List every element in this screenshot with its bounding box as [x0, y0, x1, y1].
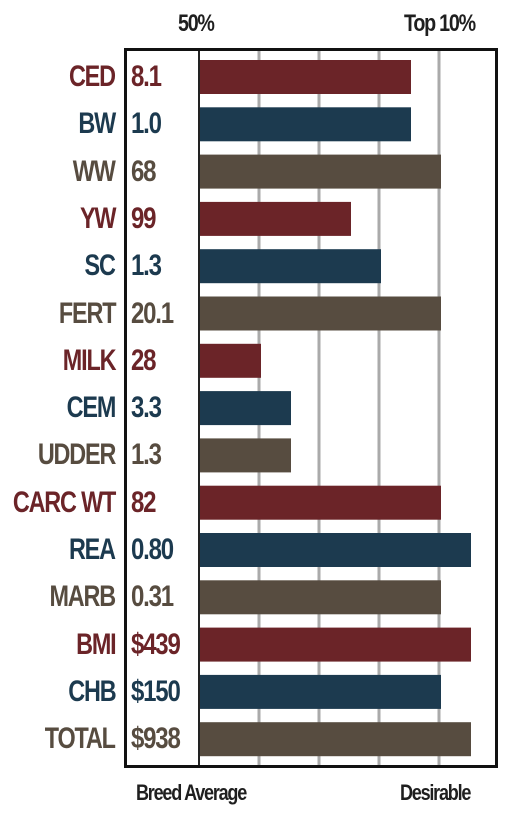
value-label: $150 [131, 674, 181, 708]
bar-total [200, 722, 471, 757]
axis-bottom-left-label: Breed Average [136, 780, 247, 805]
value-label: 99 [131, 201, 157, 235]
bar-milk [200, 343, 261, 378]
category-label: MILK [62, 343, 116, 377]
bar-chb [200, 674, 441, 709]
value-label: 1.3 [131, 438, 162, 472]
category-label: REA [69, 533, 116, 566]
chart-frame [124, 48, 498, 768]
value-label: 0.80 [131, 533, 174, 566]
value-label: 68 [131, 154, 157, 188]
bar-marb [200, 580, 441, 615]
category-label: BMI [75, 627, 117, 661]
axis-top-left-label: 50% [178, 10, 215, 37]
value-label: 0.31 [131, 580, 174, 614]
category-label: TOTAL [45, 722, 116, 756]
category-label: WW [73, 154, 116, 188]
bar-sc [200, 249, 381, 284]
bar-bmi [200, 627, 471, 662]
category-label: FERT [58, 296, 117, 330]
bar-rea [200, 533, 471, 567]
axis-bottom-right-label: Desirable [400, 780, 471, 805]
value-label: 8.1 [131, 60, 162, 93]
axis-top-right-label: Top 10% [404, 10, 476, 37]
bar-carc-wt [200, 485, 441, 520]
bar-yw [200, 201, 351, 236]
bar-udder [200, 438, 291, 473]
bar-bw [200, 107, 411, 142]
value-label: $938 [131, 722, 181, 756]
value-label: 3.3 [131, 391, 162, 425]
category-label: UDDER [37, 438, 117, 472]
category-label: CEM [66, 391, 117, 425]
value-label: 20.1 [131, 296, 174, 330]
bar-fert [200, 296, 441, 331]
category-label: CHB [67, 674, 116, 708]
bar-cem [200, 391, 291, 426]
category-label: CED [69, 60, 116, 93]
category-label: SC [84, 249, 116, 283]
value-label: 82 [131, 485, 157, 519]
category-label: CARC WT [12, 485, 116, 519]
category-label: YW [79, 201, 117, 235]
category-label: BW [78, 107, 116, 141]
bar-ced [200, 60, 411, 94]
value-label: 1.3 [131, 249, 162, 283]
value-label: 1.0 [131, 107, 162, 141]
value-label: $439 [131, 627, 181, 661]
bar-ww [200, 154, 441, 189]
category-label: MARB [49, 580, 116, 614]
value-label: 28 [131, 343, 157, 377]
